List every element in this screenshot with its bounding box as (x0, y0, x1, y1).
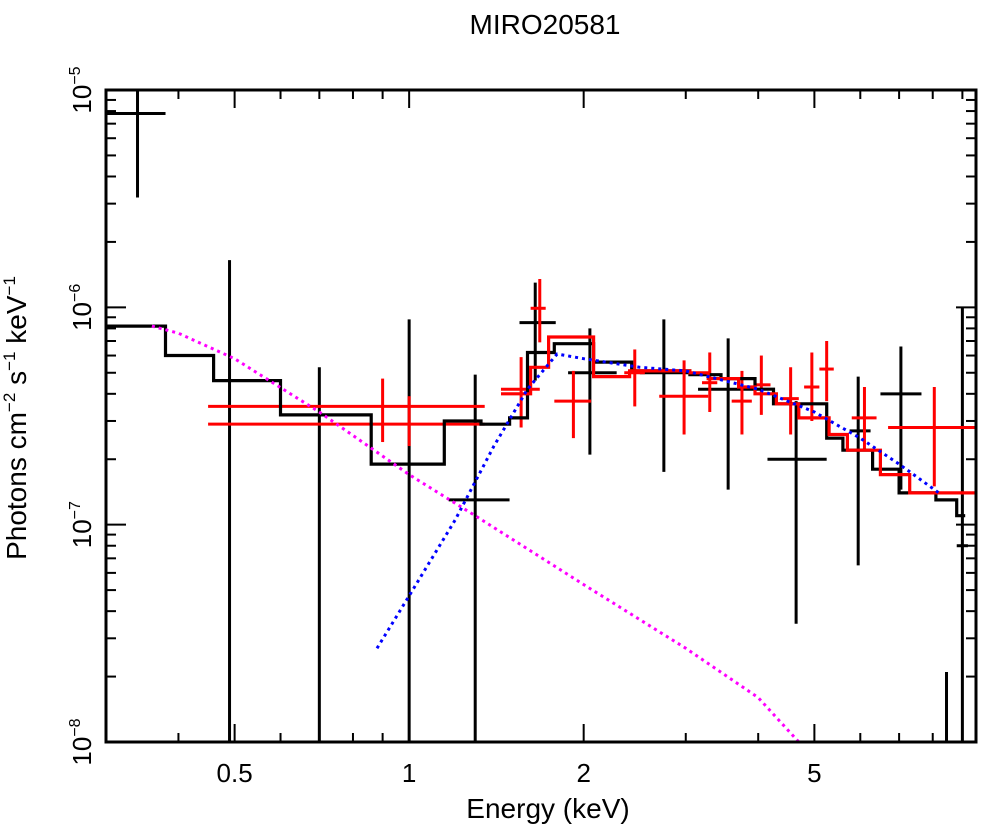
y-tick-base: 10 (67, 302, 97, 331)
data-black-point (698, 338, 756, 490)
series-data-red (208, 279, 976, 487)
data-red-point (851, 386, 877, 451)
ticks-layer (105, 89, 976, 743)
data-red-point (731, 370, 752, 435)
y-label-cm-exp: −2 (0, 393, 19, 412)
data-red-point (208, 396, 485, 447)
y-label-s: s (1, 371, 32, 393)
data-red-point (702, 352, 718, 412)
series-data-black (106, 90, 968, 742)
series-component-blue (375, 352, 940, 650)
plot-frame (104, 88, 978, 744)
y-tick-label: 10−7 (67, 501, 97, 548)
y-tick-base: 10 (67, 519, 97, 548)
y-label-s-exp: −1 (0, 352, 19, 371)
data-black-point (767, 401, 827, 624)
chart-title: MIRO20581 (470, 9, 621, 40)
series-component-magenta (151, 324, 800, 744)
component-blue-line (375, 352, 940, 650)
y-tick-label: 10−6 (67, 284, 97, 331)
data-red-point (659, 360, 709, 435)
data-red-point (208, 378, 485, 443)
y-tick-exponent: −5 (67, 66, 84, 84)
data-red-point (530, 279, 546, 343)
y-axis-label: Photons cm−2 s−1 keV−1 (0, 276, 32, 560)
data-red-point (888, 386, 976, 487)
y-tick-exponent: −7 (67, 501, 84, 519)
x-tick-label: 1 (402, 758, 416, 788)
data-red-point (819, 340, 834, 402)
data-red-point (782, 367, 799, 435)
data-black-point (849, 376, 871, 566)
x-tick-label: 2 (576, 758, 590, 788)
x-tick-label: 5 (807, 758, 821, 788)
y-label-kev: keV (1, 295, 32, 351)
y-tick-label: 10−5 (67, 66, 97, 113)
data-black-point (106, 90, 166, 198)
y-tick-exponent: −6 (67, 284, 84, 302)
data-black-point (880, 346, 922, 490)
tick-labels: 0.5 1 2 510−810−710−610−5 (67, 66, 822, 788)
data-black-point (448, 374, 510, 742)
y-tick-base: 10 (67, 85, 97, 114)
data-red-point (554, 370, 592, 439)
y-label-prefix: Photons cm (1, 412, 32, 560)
data-black-point (519, 282, 556, 381)
x-tick-label: 0.5 (217, 758, 253, 788)
component-magenta-line (151, 324, 800, 744)
series-layer (106, 90, 976, 744)
data-red-point (804, 352, 820, 421)
y-label-kev-exp: −1 (0, 276, 19, 295)
y-tick-exponent: −8 (67, 718, 84, 736)
y-tick-base: 10 (67, 737, 97, 766)
data-red-point (624, 349, 645, 407)
y-tick-label: 10−8 (67, 718, 97, 765)
data-red-point (755, 355, 771, 415)
x-axis-label: Energy (keV) (466, 793, 629, 824)
